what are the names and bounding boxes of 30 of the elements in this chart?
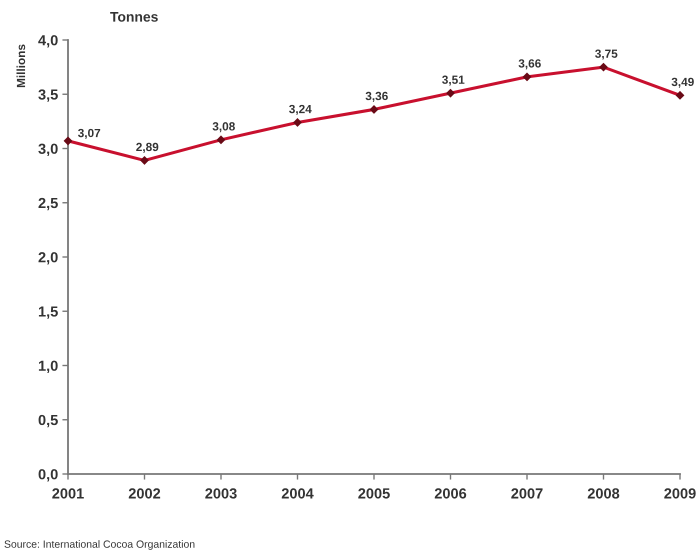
y-tick-label: 3,0: [38, 144, 58, 156]
y-tick-label: 1,5: [38, 306, 58, 319]
y-tick-label: 1,0: [38, 360, 58, 374]
y-tick-label: 0,5: [38, 414, 58, 428]
y-tick-label: 2,5: [38, 198, 58, 210]
x-tick-label: 2002: [128, 488, 160, 499]
y-tick-label: 0,0: [38, 469, 58, 482]
data-label: 2,89: [136, 142, 158, 153]
data-label: 3,24: [289, 104, 312, 115]
x-tick-label: 2001: [52, 488, 84, 499]
chart-title: Tonnes: [110, 12, 158, 22]
x-tick-label: 2003: [205, 488, 237, 499]
data-label: 3,36: [366, 92, 388, 102]
y-tick-label: 4,0: [38, 35, 58, 48]
y-tick-label: 2,0: [38, 252, 58, 265]
x-tick-label: 2005: [358, 488, 390, 499]
data-label: 3,07: [78, 128, 100, 139]
data-label: 3,66: [518, 59, 541, 70]
data-label: 3,75: [595, 49, 618, 60]
x-tick-label: 2004: [282, 488, 314, 499]
y-axis-title: Millions: [16, 44, 26, 88]
x-tick-label: 2008: [588, 488, 620, 499]
source-note: Source: International Cocoa Organization: [4, 540, 194, 550]
data-label: 3,08: [212, 122, 235, 132]
data-label: 3,51: [442, 76, 464, 86]
x-tick-label: 2007: [511, 488, 543, 499]
x-tick-label: 2006: [434, 488, 466, 499]
data-label: 3,49: [672, 78, 694, 88]
x-tick-label: 2009: [664, 488, 696, 499]
y-tick-label: 3,5: [38, 89, 58, 102]
